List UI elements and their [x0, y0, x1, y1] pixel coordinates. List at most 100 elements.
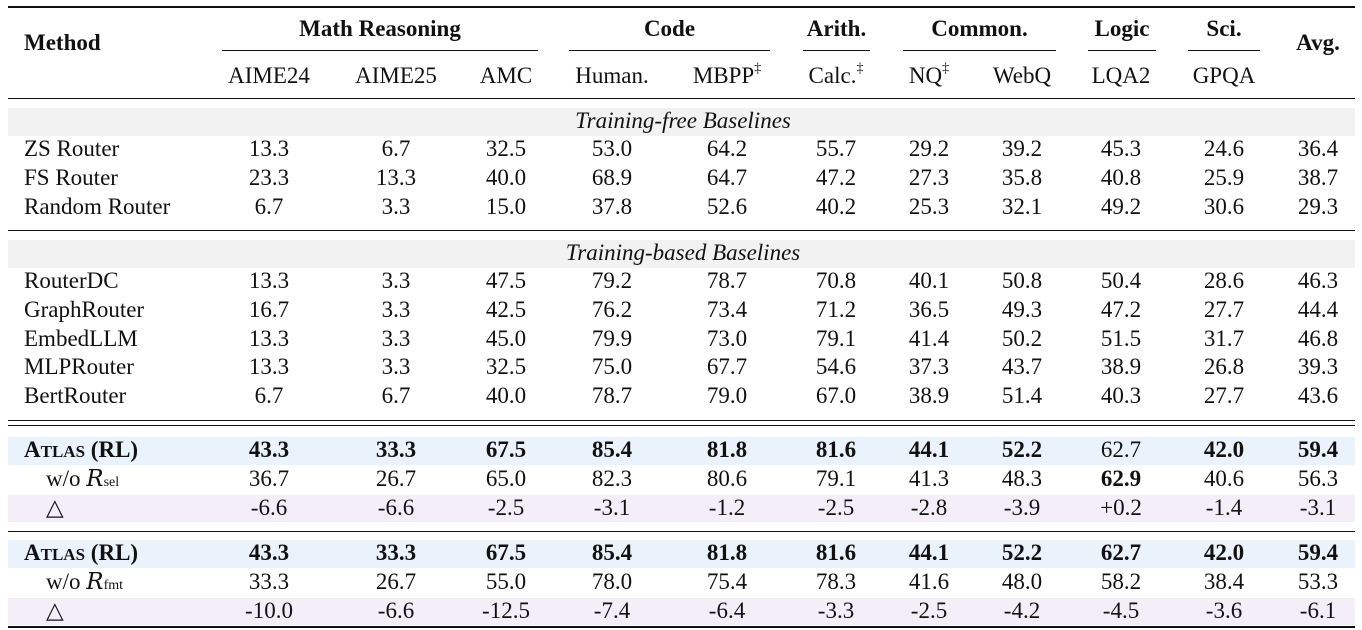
group-header: Code: [643, 16, 696, 41]
row-value: 47.2: [1100, 296, 1142, 322]
row-value: 53.0: [591, 136, 633, 161]
row-value: 67.0: [815, 383, 857, 409]
row-value: 31.7: [1203, 325, 1245, 351]
main-value: 59.4: [1297, 540, 1339, 565]
without-value: 82.3: [591, 465, 633, 491]
row-value: 51.4: [1001, 383, 1043, 409]
row-value: 54.6: [815, 354, 857, 380]
without-prefix: w/o: [46, 568, 87, 594]
row-value: 46.3: [1297, 268, 1339, 293]
delta-symbol: △: [46, 597, 64, 623]
row-value: 3.3: [381, 268, 411, 293]
row-value: 38.9: [1100, 354, 1142, 380]
row-value: 32.5: [485, 136, 527, 161]
row-value: 13.3: [248, 268, 290, 293]
row-value: 41.4: [908, 325, 950, 351]
main-value: 81.8: [706, 437, 748, 462]
main-value: 52.2: [1001, 540, 1043, 565]
row-value: 76.2: [591, 296, 633, 322]
main-value: 59.4: [1297, 437, 1339, 462]
row-value: 27.7: [1203, 383, 1245, 409]
group-underline: [1088, 50, 1156, 51]
main-value: 33.3: [375, 540, 417, 565]
without-value: 26.7: [375, 465, 417, 491]
group-underline: [222, 50, 538, 51]
double-rule-top: [8, 420, 1355, 421]
row-value: 13.3: [375, 164, 417, 190]
section-title: Training-free Baselines: [575, 108, 791, 133]
row-value: 47.2: [815, 164, 857, 190]
without-value: 62.9: [1100, 465, 1142, 491]
model-name-initial: A: [24, 437, 41, 462]
row-value: 64.2: [706, 136, 748, 161]
row-value: 26.8: [1203, 354, 1245, 380]
ablation-divider-rule: [8, 531, 1355, 532]
without-prefix: w/o: [46, 465, 87, 491]
row-value: 68.9: [591, 164, 633, 190]
reward-symbol: R: [86, 568, 104, 595]
row-value: 39.3: [1297, 354, 1339, 380]
double-dagger-mark: ‡: [856, 61, 864, 77]
section-band: [8, 240, 1355, 268]
row-value: 55.7: [815, 136, 857, 161]
without-value: 41.6: [908, 568, 950, 594]
column-header: AMC: [480, 62, 532, 90]
delta-value: -6.6: [377, 597, 415, 623]
row-value: 40.2: [815, 193, 857, 219]
without-value: 80.6: [706, 465, 748, 491]
section-band: [8, 108, 1355, 136]
row-value: 6.7: [254, 193, 284, 219]
model-name-rest: TLAS: [40, 545, 86, 564]
row-value: 50.4: [1100, 268, 1142, 293]
model-name-initial: A: [24, 540, 41, 565]
delta-value: -3.9: [1003, 494, 1041, 520]
without-value: 48.0: [1001, 568, 1043, 594]
without-value: 41.3: [908, 465, 950, 491]
row-value: 46.8: [1297, 325, 1339, 351]
top-rule: [8, 6, 1355, 8]
row-value: 37.3: [908, 354, 950, 380]
reward-subscript: sel: [103, 474, 120, 490]
column-header: AIME24: [228, 62, 310, 90]
without-value: 38.4: [1203, 568, 1245, 594]
row-value: 16.7: [248, 296, 290, 322]
main-value: 67.5: [485, 437, 527, 462]
double-dagger-mark: ‡: [754, 61, 762, 77]
model-name-suffix: (RL): [85, 540, 139, 565]
model-name-rest: TLAS: [40, 442, 86, 461]
main-value: 67.5: [485, 540, 527, 565]
row-value: 51.5: [1100, 325, 1142, 351]
method-header: Method: [24, 30, 101, 55]
row-method: EmbedLLM: [24, 325, 138, 351]
row-value: 6.7: [381, 136, 411, 161]
column-header: AIME25: [355, 62, 437, 90]
delta-value: -6.4: [708, 597, 746, 623]
row-value: 38.9: [908, 383, 950, 409]
main-value: 81.6: [815, 437, 857, 462]
row-value: 40.0: [485, 383, 527, 409]
column-header: Calc.‡: [809, 62, 864, 90]
column-header-label: AIME25: [355, 63, 437, 88]
without-value: 58.2: [1100, 568, 1142, 594]
section-title: Training-based Baselines: [565, 240, 801, 265]
ablation-without-label: w/o Rsel: [46, 465, 119, 497]
group-header: Common.: [931, 16, 1028, 41]
row-value: 38.7: [1297, 164, 1339, 190]
row-method: GraphRouter: [24, 296, 145, 322]
row-value: 13.3: [248, 136, 290, 161]
delta-value: -6.1: [1299, 597, 1337, 623]
delta-value: -7.4: [593, 597, 631, 623]
delta-value: -2.8: [910, 494, 948, 520]
row-value: 71.2: [815, 296, 857, 322]
row-value: 35.8: [1001, 164, 1043, 190]
row-value: 36.4: [1297, 136, 1339, 161]
double-rule-bottom: [8, 425, 1355, 426]
column-header: GPQA: [1193, 62, 1256, 90]
row-value: 40.0: [485, 164, 527, 190]
column-header-label: LQA2: [1091, 63, 1151, 88]
row-value: 49.2: [1100, 193, 1142, 219]
delta-value: -4.5: [1102, 597, 1140, 623]
delta-value: -10.0: [245, 597, 293, 623]
without-value: 78.3: [815, 568, 857, 594]
group-header: Logic: [1094, 16, 1150, 41]
